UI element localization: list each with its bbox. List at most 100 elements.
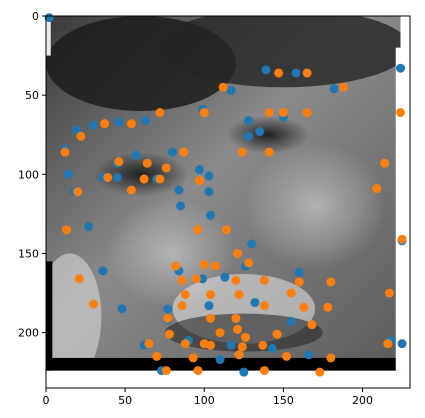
data-point xyxy=(304,350,314,360)
series-2 xyxy=(60,68,407,377)
data-point xyxy=(323,302,333,312)
data-point xyxy=(44,13,54,23)
y-tick-label: 100 xyxy=(18,168,39,181)
data-point xyxy=(259,366,269,376)
data-point xyxy=(244,258,254,268)
data-point xyxy=(250,298,260,308)
data-point xyxy=(383,339,393,349)
data-point xyxy=(98,266,108,276)
data-point xyxy=(326,277,336,287)
data-point xyxy=(294,277,304,287)
data-point xyxy=(240,332,250,342)
data-point xyxy=(226,85,236,95)
data-point xyxy=(206,313,216,323)
data-point xyxy=(164,329,174,339)
data-point xyxy=(204,301,214,311)
data-point xyxy=(255,127,265,137)
data-point xyxy=(302,68,312,78)
data-point xyxy=(258,340,268,350)
data-point xyxy=(62,225,72,235)
data-point xyxy=(396,63,406,73)
data-point xyxy=(88,120,98,130)
y-axis: 0 50 100 150 200 xyxy=(18,10,46,340)
data-point xyxy=(237,342,247,352)
data-point xyxy=(259,301,269,311)
data-point xyxy=(220,272,230,282)
data-point xyxy=(215,328,225,338)
x-axis: 0 50 100 150 200 xyxy=(43,388,373,407)
data-point xyxy=(231,275,241,285)
background-photo xyxy=(46,16,401,371)
data-point xyxy=(112,172,122,182)
data-point xyxy=(199,339,209,349)
data-point xyxy=(177,301,187,311)
data-point xyxy=(286,288,296,298)
data-point xyxy=(193,225,203,235)
data-point xyxy=(244,131,254,141)
data-point xyxy=(397,339,407,349)
data-point xyxy=(231,313,241,323)
data-point xyxy=(247,239,257,249)
data-point xyxy=(171,261,181,271)
data-point xyxy=(74,274,84,284)
data-point xyxy=(397,234,407,244)
data-point xyxy=(204,187,214,197)
data-point xyxy=(161,366,171,376)
data-point xyxy=(326,353,336,363)
data-point xyxy=(307,320,317,330)
data-point xyxy=(267,343,277,353)
y-tick-label: 50 xyxy=(25,89,39,102)
data-point xyxy=(380,158,390,168)
data-point xyxy=(60,147,70,157)
x-tick-label: 200 xyxy=(352,394,373,407)
y-tick-label: 150 xyxy=(18,247,39,260)
data-point xyxy=(215,355,225,365)
data-point xyxy=(199,260,209,270)
data-point xyxy=(264,147,274,157)
data-point xyxy=(218,82,228,92)
data-point xyxy=(259,275,269,285)
data-point xyxy=(339,82,349,92)
data-point xyxy=(282,351,292,361)
x-tick-label: 100 xyxy=(194,394,215,407)
data-point xyxy=(163,313,173,323)
data-point xyxy=(206,290,216,300)
data-point xyxy=(188,353,198,363)
data-point xyxy=(232,324,242,334)
x-tick-label: 0 xyxy=(43,394,50,407)
data-point xyxy=(294,267,304,277)
data-point xyxy=(286,317,296,327)
data-point xyxy=(204,171,214,181)
data-point xyxy=(155,174,165,184)
data-point xyxy=(195,176,205,186)
data-point xyxy=(274,68,284,78)
data-point xyxy=(372,184,382,194)
data-point xyxy=(139,174,149,184)
data-point xyxy=(117,304,127,314)
data-point xyxy=(126,185,136,195)
data-point xyxy=(114,117,124,127)
data-point xyxy=(103,172,113,182)
data-point xyxy=(291,68,301,78)
data-point xyxy=(88,299,98,309)
data-point xyxy=(234,290,244,300)
data-point xyxy=(198,274,208,284)
data-point xyxy=(176,201,186,211)
data-point xyxy=(100,119,110,129)
data-point xyxy=(126,119,136,129)
data-point xyxy=(226,340,236,350)
data-point xyxy=(180,290,190,300)
y-tick-label: 200 xyxy=(18,327,39,340)
series-layer xyxy=(44,13,407,377)
data-point xyxy=(131,150,141,160)
x-tick-label: 150 xyxy=(273,394,294,407)
data-point xyxy=(63,169,73,179)
data-point xyxy=(142,158,152,168)
data-point xyxy=(234,350,244,360)
data-point xyxy=(239,367,249,377)
data-point xyxy=(278,108,288,118)
data-point xyxy=(152,351,162,361)
x-tick-label: 50 xyxy=(118,394,132,407)
